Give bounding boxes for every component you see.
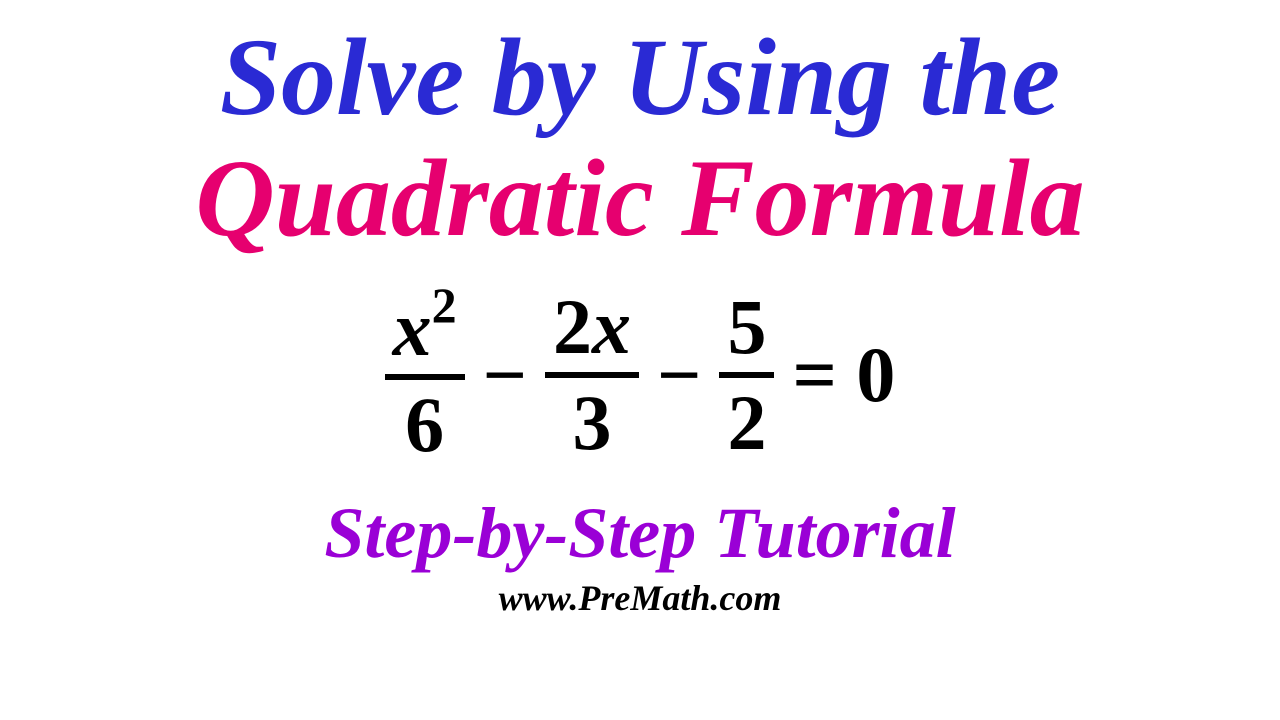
equals-zero: = 0 [792,330,895,420]
fraction-1-denominator: 6 [405,380,444,464]
fraction-2-denominator: 3 [573,378,612,462]
fraction-1: x2 6 [385,286,465,464]
equation: x2 6 − 2x 3 − 5 2 = 0 [385,286,896,464]
fraction-3: 5 2 [719,288,774,462]
fraction-2: 2x 3 [545,288,639,462]
fraction-3-numerator: 5 [719,288,774,372]
title-line-2: Quadratic Formula [195,141,1084,257]
fraction-2-numerator: 2x [545,288,639,372]
fraction-1-numerator: x2 [385,286,465,374]
website-url: www.PreMath.com [499,577,782,619]
subtitle: Step-by-Step Tutorial [324,492,955,575]
title-line-1: Solve by Using the [220,20,1060,136]
minus-operator-1: − [483,330,527,420]
fraction-3-denominator: 2 [727,378,766,462]
minus-operator-2: − [657,330,701,420]
variable-x: x [393,285,432,372]
exponent-2: 2 [432,277,457,333]
numerator-2x: 2x [553,283,631,370]
